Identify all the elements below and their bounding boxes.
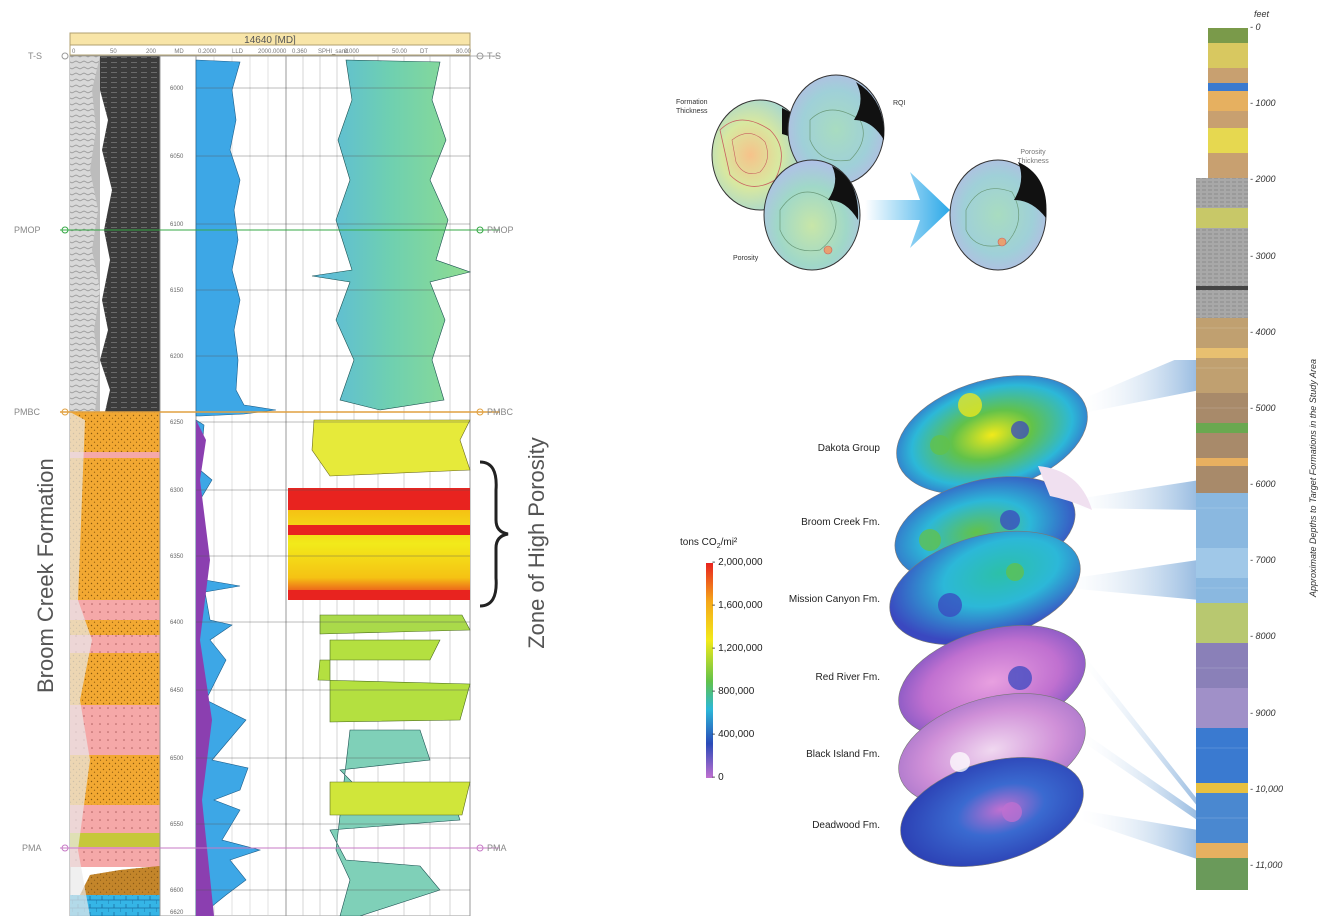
formation-map-label: Broom Creek Fm. (801, 517, 880, 528)
column-unit: feet (1254, 9, 1270, 19)
depth-tick-label: 6550 (170, 822, 184, 828)
legend-tick-label: - 1,200,000 (712, 643, 763, 654)
column-depth-tick: - 7000 (1250, 555, 1276, 566)
legend-tick-label: - 0 (712, 772, 724, 783)
depth-tick-label: 6300 (170, 488, 184, 494)
depth-tick-label: 6450 (170, 688, 184, 694)
marker-ts-right: T-S (487, 51, 501, 61)
column-depth-tick: - 8000 (1250, 631, 1276, 642)
marker-pmbc-right: PMBC (487, 407, 514, 417)
label-porosity: Porosity (733, 255, 759, 262)
track-header-label: 0.360 (292, 49, 308, 55)
depth-tick-label: 6100 (170, 222, 184, 228)
log-header-title: 14640 [MD] (244, 35, 296, 46)
column-depth-tick: - 6000 (1250, 479, 1276, 490)
column-depth-tick: - 10,000 (1250, 783, 1284, 794)
depth-tick-label: 6000 (170, 86, 184, 92)
log-track-headers: 0 50 200 0.2000 LLD 2000.0000 0.360 SPHI_sand0.… (72, 49, 472, 55)
track-header-label: 200 (146, 49, 157, 55)
column-depth-tick: - 3000 (1250, 250, 1276, 261)
depth-tick-label: 6400 (170, 620, 184, 626)
label-porosity-thickness: Porosity Thickness (1017, 149, 1049, 165)
maps-workflow (660, 60, 1080, 290)
depth-tick-label: 6200 (170, 354, 184, 360)
column-depth-tick: - 5000 (1250, 402, 1276, 413)
column-depth-tick: - 11,000 (1250, 860, 1283, 870)
track-header-label: 50.00 (392, 49, 408, 55)
column-depth-tick: - 2000 (1250, 174, 1276, 185)
formation-map-label: Red River Fm. (815, 672, 880, 683)
formation-label: Broom Creek Formation (33, 458, 58, 693)
track-header-label: 0 (72, 49, 76, 55)
label-formation-thickness: Formation Thickness (676, 99, 708, 115)
depth-tick-label: 6500 (170, 756, 184, 762)
track-header-label: DT (420, 49, 428, 55)
workflow-arrow (865, 172, 950, 248)
marker-ts-left: T-S (28, 51, 42, 61)
log-depth-header: MD (174, 49, 184, 55)
co2-legend-bar (706, 563, 713, 778)
label-rqi: RQI (893, 100, 906, 107)
marker-pma-left: PMA (22, 843, 42, 853)
marker-pmop-right: PMOP (487, 225, 514, 235)
depth-tick-label: 6600 (170, 888, 184, 894)
legend-tick-label: - 800,000 (712, 686, 755, 697)
strat-column (1196, 28, 1248, 890)
column-depth-tick: - 4000 (1250, 326, 1276, 337)
zone-label: Zone of High Porosity (524, 437, 549, 649)
depth-tick-label: 6350 (170, 554, 184, 560)
formation-map-label: Deadwood Fm. (812, 820, 880, 831)
well-log-svg: 14640 [MD] 0 50 200 0.2000 LLD 2000.0000 0.360… (14, 32, 514, 917)
depth-ticks: 6000 6050 6100 6150 6200 6250 6300 6350 6400 6450… (170, 86, 184, 916)
marker-pmbc-left: PMBC (14, 407, 41, 417)
marker-pmop-left: PMOP (14, 225, 41, 235)
co2-legend-ticks: - 2,000,000 - 1,600,000 - 1,200,000 - 800,0… (712, 556, 792, 786)
track-header-label: 0.000 (344, 49, 360, 55)
track-header-label: SPHI_sand (318, 49, 348, 55)
depth-tick-label: 6050 (170, 154, 184, 160)
column-depth-tick: - 0 (1250, 22, 1261, 32)
column-depth-tick: - 9000 (1250, 707, 1276, 718)
deadwood-map (900, 757, 1084, 867)
zone-brace (479, 460, 509, 608)
column-side-label: Approximate Depths to Target Formations … (1308, 359, 1318, 597)
track-header-label: LLD (232, 49, 244, 55)
depth-tick-label: 6620 (170, 910, 184, 916)
track-header-label: 80.00 (456, 49, 472, 55)
legend-tick-label: - 1,600,000 (712, 600, 763, 611)
marker-pma-right: PMA (487, 843, 507, 853)
legend-title-sub: 2 (716, 543, 721, 550)
track-header-label: 0.2000 (198, 49, 217, 55)
formation-map-label: Dakota Group (817, 443, 880, 454)
column-depth-tick: - 1000 (1250, 98, 1276, 109)
depth-tick-label: 6150 (170, 288, 184, 294)
legend-tick-label: - 400,000 (712, 729, 755, 740)
formation-map-label: Black Island Fm. (806, 749, 880, 760)
track-header-label: 50 (110, 49, 117, 55)
stacked-maps (780, 350, 1319, 916)
well-log-panel: 14640 [MD] 0 50 200 0.2000 LLD 2000.0000 0.360… (0, 0, 560, 917)
legend-title-post: /mi² (720, 537, 738, 548)
legend-title-pre: tons CO (680, 537, 717, 548)
co2-legend-title: tons CO2/mi² (680, 537, 737, 550)
depth-tick-label: 6250 (170, 420, 184, 426)
formation-map-label: Mission Canyon Fm. (788, 594, 880, 605)
legend-tick-label: - 2,000,000 (712, 557, 763, 568)
track-header-label: 2000.0000 (258, 49, 287, 55)
